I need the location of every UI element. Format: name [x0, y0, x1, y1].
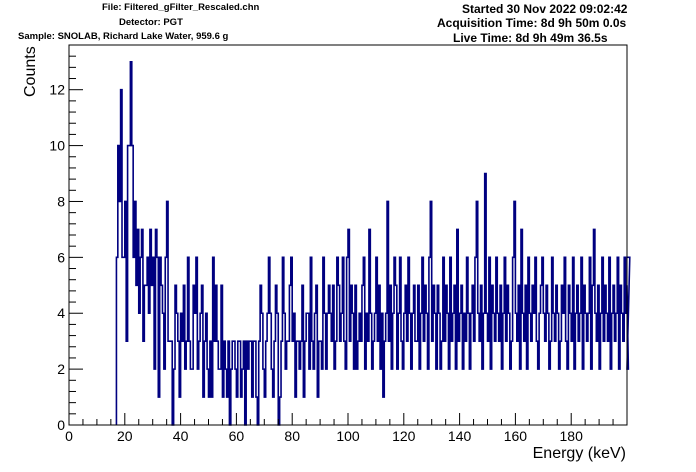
sample-label: Sample: SNOLAB, Richard Lake Water, 959.… [18, 31, 229, 42]
file-label: File: Filtered_gFilter_Rescaled.chn [102, 2, 260, 13]
x-tick-label: 20 [117, 428, 133, 444]
x-tick-label: 100 [336, 428, 360, 444]
x-tick-label: 0 [65, 428, 73, 444]
y-tick-label: 4 [57, 305, 65, 321]
x-tick-label: 60 [229, 428, 245, 444]
x-tick-label: 160 [504, 428, 528, 444]
x-tick-label: 40 [173, 428, 189, 444]
y-tick-label: 8 [57, 193, 65, 209]
x-tick-label: 80 [284, 428, 300, 444]
y-tick-label: 2 [57, 361, 65, 377]
y-axis-title: Counts [22, 46, 39, 97]
live-time-label: Live Time: 8d 9h 49m 36.5s [453, 31, 608, 45]
acquisition-time-label: Acquisition Time: 8d 9h 50m 0.0s [437, 16, 627, 30]
x-tick-label: 180 [560, 428, 584, 444]
x-tick-label: 120 [392, 428, 416, 444]
start-time-label: Started 30 Nov 2022 09:02:42 [462, 2, 628, 16]
x-tick-label: 140 [448, 428, 472, 444]
x-axis-ticks: 0 20 40 60 80 100 120 140 160 180 [65, 413, 614, 444]
y-tick-label: 12 [49, 82, 65, 98]
y-axis-ticks: 0 2 4 6 8 10 12 [49, 44, 83, 433]
histogram-layer [115, 60, 631, 426]
detector-label: Detector: PGT [119, 17, 183, 28]
y-tick-label: 10 [49, 138, 65, 154]
x-axis-title: Energy (keV) [533, 445, 626, 462]
y-tick-label: 0 [57, 417, 65, 433]
spectrum-histogram-line [115, 60, 631, 426]
y-tick-label: 6 [57, 249, 65, 265]
